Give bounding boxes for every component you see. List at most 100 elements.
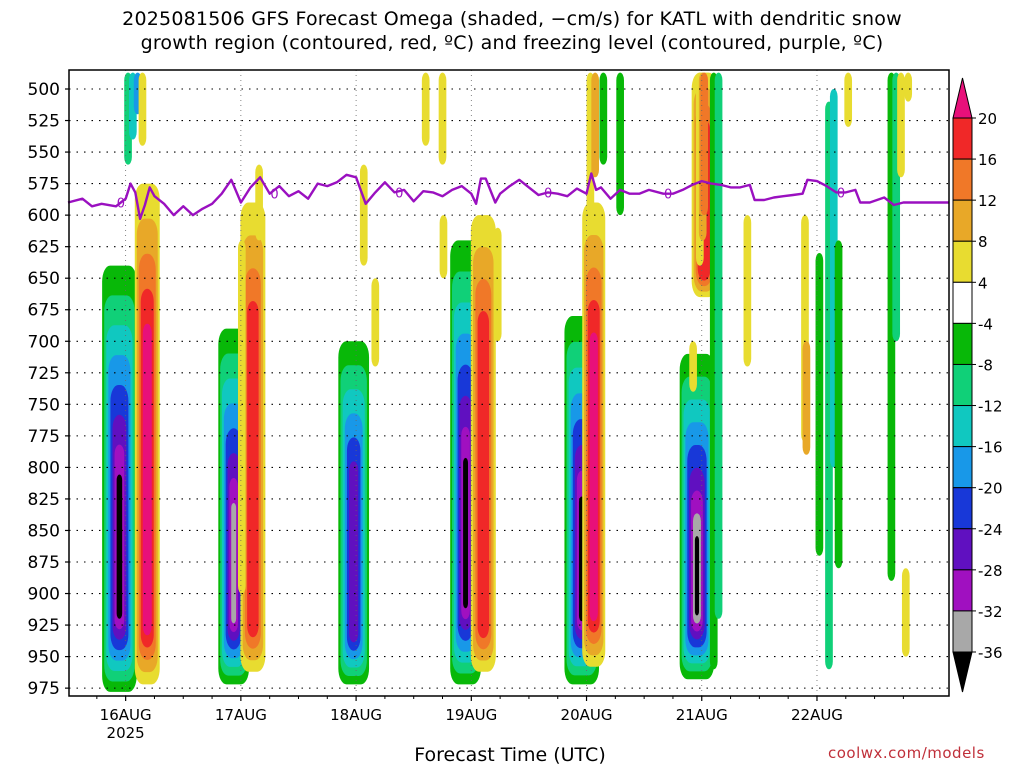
omega-shading (231, 502, 237, 624)
y-tick-label: 850 (28, 521, 60, 541)
omega-shading (237, 240, 246, 594)
colorbar-label: 4 (978, 274, 988, 292)
y-tick-label: 775 (28, 427, 60, 447)
colorbar-bin (952, 199, 973, 242)
chart-title-line-1: 2025081506 GFS Forecast Omega (shaded, −… (122, 8, 902, 30)
omega-shading (349, 461, 359, 643)
colorbar-bin (952, 405, 973, 448)
omega-shading (591, 72, 600, 178)
y-tick-label: 625 (28, 238, 60, 258)
y-tick-label: 750 (28, 395, 60, 415)
colorbar-label: -16 (978, 439, 1003, 457)
colorbar-label: 8 (978, 233, 988, 251)
omega-shading (616, 72, 624, 216)
omega-shading (116, 474, 123, 619)
freezing-level-label: 0 (544, 186, 552, 201)
omega-shading (844, 72, 853, 127)
colorbar-label: 16 (978, 151, 997, 169)
x-tick-sublabel: 2025 (107, 724, 145, 742)
omega-shading (834, 240, 843, 569)
omega-shading (714, 72, 723, 619)
y-tick-label: 725 (28, 364, 60, 384)
colorbar-cap-top (952, 77, 973, 119)
omega-shading (743, 215, 752, 367)
omega-shading (700, 72, 708, 216)
freezing-level-label: 0 (270, 188, 278, 203)
colorbar-label: -32 (978, 603, 1003, 621)
omega-shading (901, 568, 910, 657)
omega-shading (421, 72, 430, 146)
omega-shading (247, 301, 259, 638)
colorbar-label: -12 (978, 398, 1003, 416)
y-tick-label: 700 (28, 332, 60, 352)
y-tick-label: 575 (28, 175, 60, 195)
colorbar-label: -8 (978, 356, 993, 374)
colorbar-label: -20 (978, 480, 1003, 498)
colorbar-bin (952, 363, 973, 407)
chart-title-line-2: growth region (contoured, red, ºC) and f… (140, 32, 884, 54)
x-tick-label: 19AUG (445, 706, 497, 724)
y-tick-label: 800 (28, 458, 60, 478)
omega-shading (599, 72, 608, 165)
omega-shading (142, 323, 152, 636)
colorbar-bin (952, 610, 973, 653)
colorbar-bin (952, 569, 973, 612)
freezing-level-label: 0 (395, 186, 403, 201)
omega-shading (463, 457, 469, 609)
omega-shading (359, 164, 368, 266)
y-tick-label: 550 (28, 143, 60, 163)
y-tick-label: 875 (28, 553, 60, 573)
plot-frame (68, 69, 950, 697)
x-tick-label: 22AUG (791, 706, 843, 724)
omega-shading (371, 278, 380, 367)
y-tick-label: 925 (28, 616, 60, 636)
omega-shading (897, 72, 905, 178)
freezing-level-label: 0 (664, 188, 672, 203)
omega-shading (255, 164, 263, 241)
y-tick-label: 975 (28, 679, 60, 699)
y-tick-label: 950 (28, 648, 60, 668)
x-tick-label: 20AUG (561, 706, 613, 724)
y-tick-label: 500 (28, 80, 60, 100)
colorbar-cap-bottom (952, 651, 973, 693)
omega-shading (802, 341, 811, 455)
colorbar-bin (952, 240, 973, 283)
x-tick-label: 16AUG (100, 706, 152, 724)
y-tick-label: 825 (28, 490, 60, 510)
colorbar-bin (952, 487, 973, 530)
omega-shading (439, 215, 448, 279)
omega-shading (477, 311, 490, 639)
omega-shading (904, 72, 913, 102)
colorbar-label: -28 (978, 562, 1003, 580)
colorbar-label: 20 (978, 110, 997, 128)
site-credit: coolwx.com/models (828, 744, 985, 762)
omega-shading (493, 227, 502, 342)
x-tick-label: 18AUG (330, 706, 382, 724)
colorbar-bin (952, 281, 973, 324)
omega-shading (689, 341, 697, 392)
colorbar-label: -4 (978, 315, 993, 333)
x-axis-title: Forecast Time (UTC) (414, 744, 606, 766)
y-tick-label: 900 (28, 585, 60, 605)
colorbar-label: -24 (978, 521, 1003, 539)
omega-shading (138, 72, 147, 146)
y-tick-label: 525 (28, 112, 60, 132)
y-tick-label: 650 (28, 269, 60, 289)
colorbar-bin (952, 446, 973, 489)
x-tick-label: 17AUG (215, 706, 267, 724)
y-tick-label: 600 (28, 206, 60, 226)
freezing-level-label: 0 (837, 186, 845, 201)
colorbar-bin (952, 528, 973, 571)
x-tick-label: 21AUG (676, 706, 728, 724)
colorbar-label: -36 (978, 644, 1003, 662)
y-tick-label: 675 (28, 301, 60, 321)
colorbar-label: 12 (978, 192, 997, 210)
colorbar-bin (952, 117, 973, 160)
colorbar-bin (952, 158, 973, 201)
omega-shading (589, 332, 598, 622)
colorbar-bin (952, 322, 973, 365)
omega-shading (438, 72, 447, 165)
freezing-level-label: 0 (117, 197, 125, 212)
omega-shading (694, 536, 700, 616)
